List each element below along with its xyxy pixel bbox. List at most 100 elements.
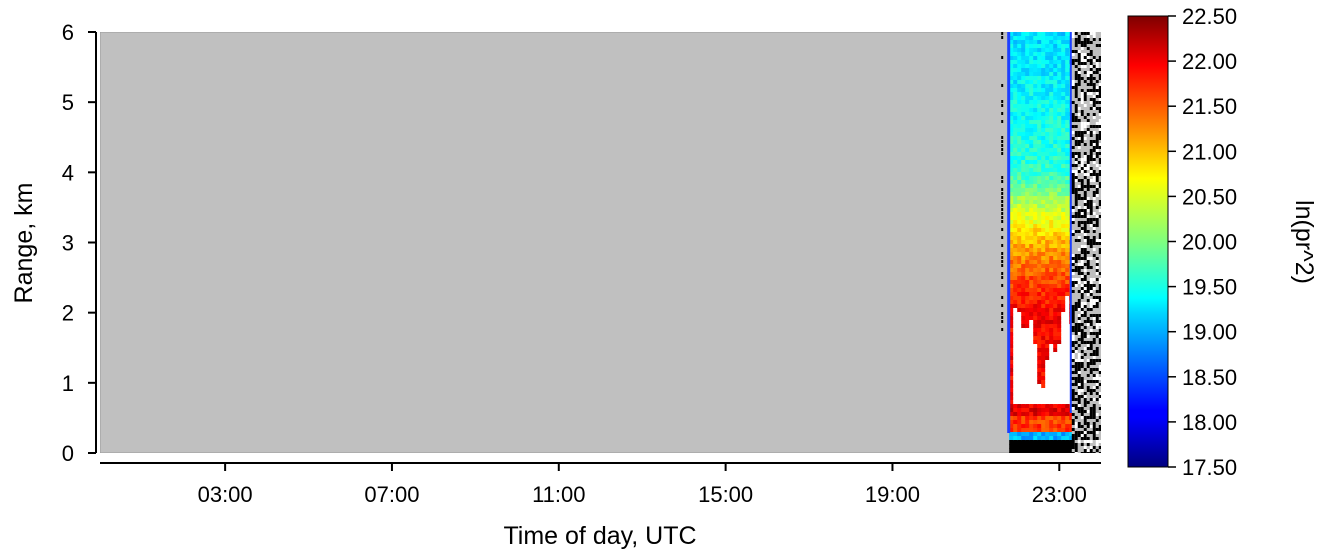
noise-cell [1080, 407, 1084, 410]
noise-cell [1080, 389, 1084, 392]
noise-cell [1083, 104, 1087, 107]
heat-cell [1045, 240, 1050, 245]
heat-cell [1041, 356, 1046, 361]
noise-cell [1086, 410, 1090, 413]
noise-cell [1092, 116, 1096, 119]
heat-cell [1029, 292, 1034, 297]
noise-cell [1089, 173, 1093, 176]
noise-cell [1092, 260, 1096, 263]
noise-cell [1077, 410, 1081, 413]
heat-cell [1045, 68, 1050, 73]
heat-cell [1025, 32, 1030, 37]
noise-cell [1086, 134, 1090, 137]
heat-cell [1033, 172, 1038, 177]
heat-cell [1025, 84, 1030, 89]
noise-cell [1071, 320, 1075, 323]
noise-cell [1095, 122, 1099, 125]
noise-cell [1077, 62, 1081, 65]
heat-cell [1037, 56, 1042, 61]
heat-cell [1049, 396, 1054, 401]
noise-cell [1077, 269, 1081, 272]
noise-cell [1071, 362, 1075, 365]
heat-cell [1025, 400, 1030, 405]
noise-cell [1095, 131, 1099, 134]
heat-cell [1033, 396, 1038, 401]
noise-cell [1077, 107, 1081, 110]
noise-cell [1083, 131, 1087, 134]
heat-cell [1065, 388, 1070, 393]
heat-cell [1017, 52, 1022, 57]
heat-cell [1045, 88, 1050, 93]
noise-cell [1077, 161, 1081, 164]
heat-cell [1065, 52, 1070, 57]
noise-cell [1089, 317, 1093, 320]
heat-cell [1009, 448, 1014, 453]
heat-cell [1025, 232, 1030, 237]
heat-cell [1033, 332, 1038, 337]
heat-cell [1045, 116, 1050, 121]
heat-cell [1037, 316, 1042, 321]
heat-cell [1009, 280, 1014, 285]
heat-cell [1029, 284, 1034, 289]
heat-cell [1065, 432, 1070, 437]
heat-cell [1061, 332, 1066, 337]
heat-cell [1029, 268, 1034, 273]
heat-cell [1021, 220, 1026, 225]
noise-cell [1071, 353, 1075, 356]
noise-cell [1098, 341, 1101, 344]
heat-cell [1053, 60, 1058, 65]
noise-cell [1083, 35, 1087, 38]
noise-cell [1080, 245, 1084, 248]
noise-cell [1001, 152, 1004, 155]
heat-cell [1057, 48, 1062, 53]
noise-cell [1083, 59, 1087, 62]
noise-cell [1086, 140, 1090, 143]
heat-cell [1021, 100, 1026, 105]
heat-cell [1049, 124, 1054, 129]
noise-cell [1098, 56, 1101, 59]
heat-cell [1025, 432, 1030, 437]
noise-cell [1095, 332, 1099, 335]
heat-cell [1021, 212, 1026, 217]
heat-cell [1037, 368, 1042, 373]
heat-cell [1065, 132, 1070, 137]
heat-cell [1033, 156, 1038, 161]
heat-cell [1029, 80, 1034, 85]
heat-cell [1049, 168, 1054, 173]
noise-cell [1074, 200, 1078, 203]
heat-cell [1049, 136, 1054, 141]
noise-cell [1089, 440, 1093, 443]
heat-cell [1029, 312, 1034, 317]
heat-cell [1041, 204, 1046, 209]
noise-cell [1083, 428, 1087, 431]
heat-cell [1037, 396, 1042, 401]
heat-cell [1061, 328, 1066, 333]
heat-cell [1009, 72, 1014, 77]
noise-cell [1083, 188, 1087, 191]
heat-cell [1009, 376, 1014, 381]
heat-cell [1049, 384, 1054, 389]
noise-cell [1001, 312, 1004, 315]
heat-cell [1025, 364, 1030, 369]
noise-cell [1095, 146, 1099, 149]
heat-cell [1013, 424, 1018, 429]
noise-cell [1001, 260, 1004, 263]
heat-cell [1053, 184, 1058, 189]
heat-cell [1029, 336, 1034, 341]
noise-cell [1071, 38, 1075, 41]
noise-cell [1089, 191, 1093, 194]
heat-cell [1065, 172, 1070, 177]
noise-cell [1077, 86, 1081, 89]
heat-cell [1021, 204, 1026, 209]
noise-cell [1071, 56, 1075, 59]
noise-cell [1098, 62, 1101, 65]
heat-cell [1057, 88, 1062, 93]
heat-cell [1021, 72, 1026, 77]
noise-cell [1083, 287, 1087, 290]
noise-cell [1083, 110, 1087, 113]
heat-cell [1053, 64, 1058, 69]
noise-cell [1077, 233, 1081, 236]
noise-cell [1077, 392, 1081, 395]
heat-cell [1053, 116, 1058, 121]
heat-cell [1037, 228, 1042, 233]
